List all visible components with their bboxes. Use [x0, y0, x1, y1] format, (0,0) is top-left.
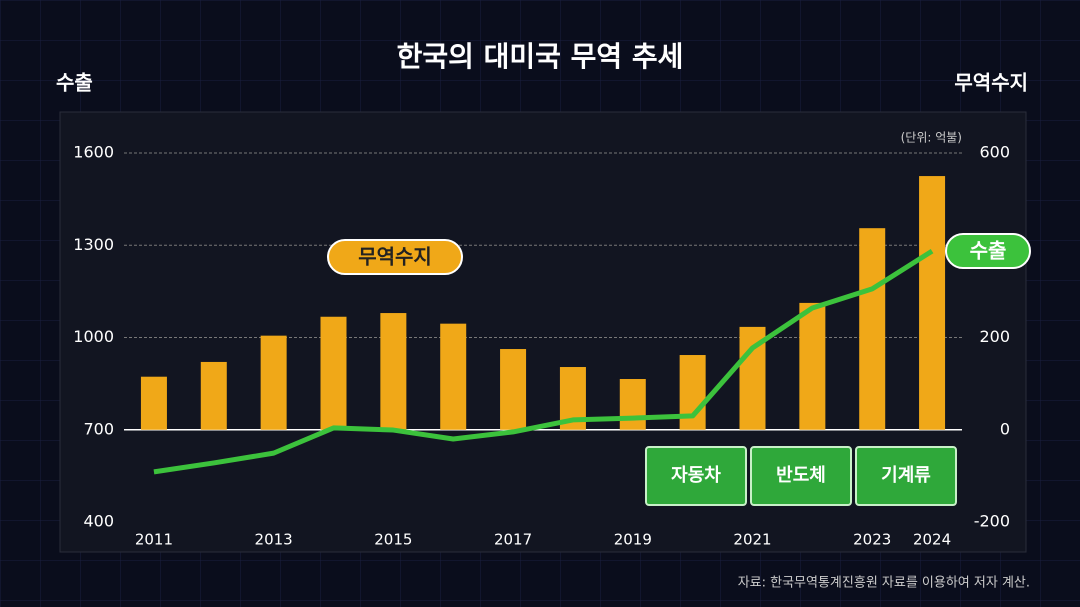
y2-tick-label: -200	[974, 512, 1010, 531]
bar	[140, 376, 167, 430]
unit-label: (단위: 억불)	[901, 131, 962, 145]
x-tick-label: 2011	[135, 531, 173, 549]
button[interactable]	[750, 446, 852, 506]
bar	[500, 349, 527, 430]
x-tick-label: 2023	[853, 531, 891, 549]
legend-label: 수출	[970, 239, 1007, 263]
button-label: 반도체	[776, 465, 826, 486]
bar	[380, 313, 407, 430]
bar	[440, 323, 467, 430]
button-label: 자동차	[671, 465, 721, 486]
bar	[200, 361, 227, 430]
x-tick-label: 2019	[614, 531, 652, 549]
bar	[859, 228, 886, 430]
y-axis-label: 수출	[56, 71, 93, 95]
y-tick-label: 1300	[73, 235, 114, 254]
bar	[799, 302, 826, 430]
button-label: 기계류	[881, 465, 931, 486]
x-tick-label: 2013	[255, 531, 293, 549]
y-tick-label: 1000	[73, 327, 114, 346]
button[interactable]	[645, 446, 747, 506]
bar	[619, 379, 646, 430]
y2-tick-label: 200	[979, 327, 1010, 346]
y2-tick-label: 0	[1000, 419, 1010, 438]
button[interactable]	[855, 446, 957, 506]
bar	[260, 335, 287, 430]
y-tick-label: 1600	[73, 143, 114, 162]
line	[153, 248, 934, 475]
source: 자료: 한국무역통계진흥원 자료를 이용하여 저자 계산.	[738, 576, 1030, 591]
y2-axis-label: 무역수지	[954, 71, 1028, 95]
y2-tick-label: 600	[979, 143, 1010, 162]
y-tick-label: 400	[83, 512, 114, 531]
bar	[919, 176, 946, 430]
x-tick-label: 2021	[733, 531, 771, 549]
y-tick-label: 700	[83, 419, 114, 438]
bar	[320, 316, 347, 430]
x-tick-label: 2015	[374, 531, 412, 549]
legend-pill	[945, 233, 1031, 269]
x-tick-label: 2024	[913, 531, 951, 549]
legend-pill	[327, 239, 463, 275]
chart-title: 한국의 대미국 무역 추세	[397, 40, 684, 73]
button-group: 자동차 반도체 기계류	[645, 446, 957, 506]
x-tick-label: 2017	[494, 531, 532, 549]
legend-label: 무역수지	[358, 245, 432, 269]
